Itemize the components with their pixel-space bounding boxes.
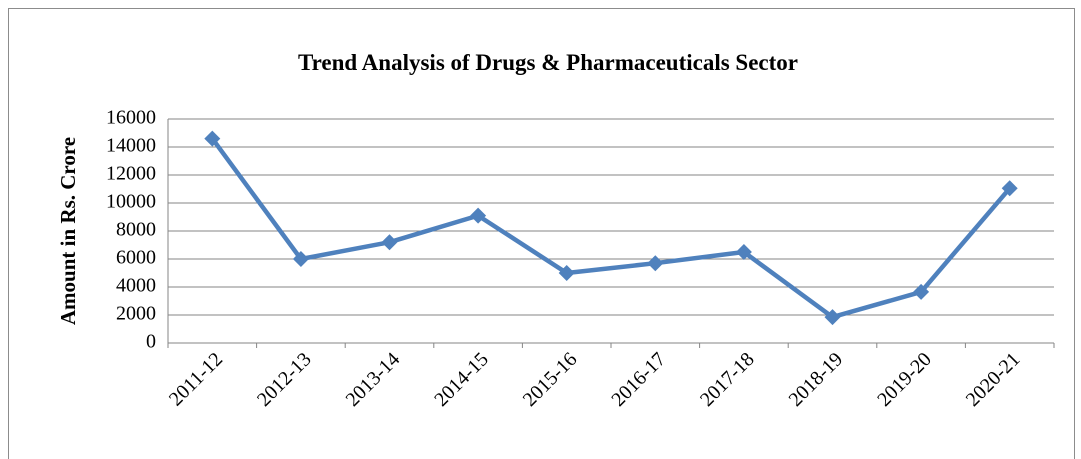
marker bbox=[824, 309, 841, 326]
marker bbox=[470, 207, 487, 224]
marker bbox=[381, 234, 398, 251]
marker bbox=[647, 255, 664, 272]
marker bbox=[913, 283, 930, 300]
marker bbox=[735, 244, 752, 260]
marker bbox=[292, 251, 309, 267]
line bbox=[210, 137, 1012, 320]
marker bbox=[1001, 180, 1018, 197]
y-tick-label: 8000 bbox=[116, 219, 156, 241]
y-tick-label: 10000 bbox=[106, 191, 156, 213]
chart-border bbox=[8, 8, 1075, 459]
y-tick-label: 4000 bbox=[116, 275, 156, 297]
y-axis-label: Amount in Rs. Crore bbox=[56, 137, 80, 325]
marker bbox=[204, 130, 221, 147]
y-tick-label: 2000 bbox=[116, 303, 156, 325]
chart-title: Trend Analysis of Drugs & Pharmaceutical… bbox=[298, 50, 798, 75]
y-tick-label: 12000 bbox=[106, 163, 156, 185]
y-tick-label: 16000 bbox=[106, 107, 156, 129]
y-tick-label: 0 bbox=[146, 331, 156, 353]
y-tick-label: 14000 bbox=[106, 135, 156, 157]
y-tick-label: 6000 bbox=[116, 247, 156, 269]
marker bbox=[558, 265, 575, 281]
